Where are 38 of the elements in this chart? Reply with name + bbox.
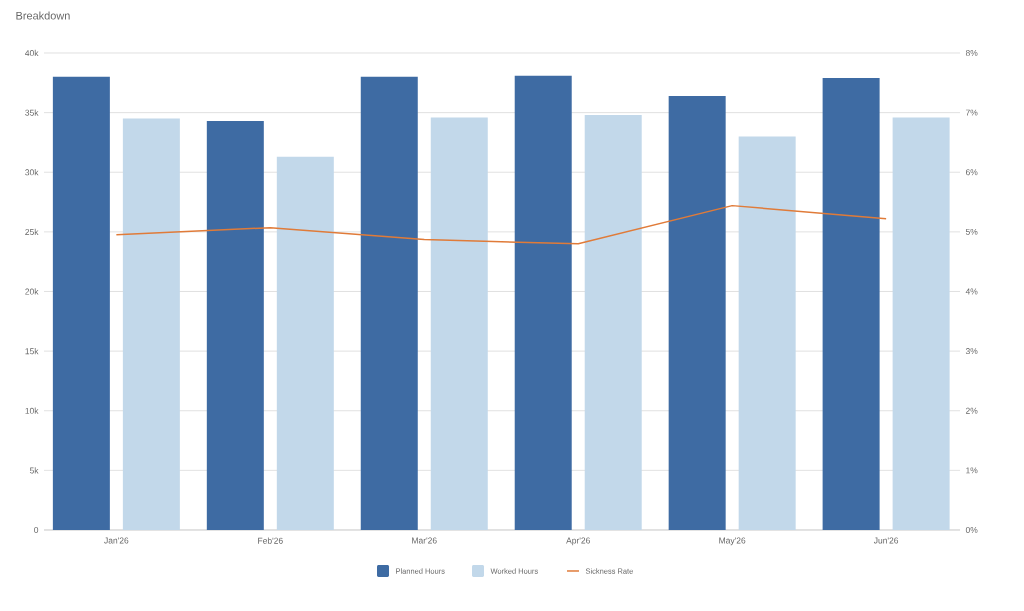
bar: [360, 76, 418, 530]
bar: [430, 117, 488, 530]
bar: [892, 117, 950, 530]
y2-tick-label: 8%: [965, 50, 978, 56]
y-tick-label: 15k: [25, 348, 39, 355]
y-tick-label: 0: [34, 526, 39, 533]
x-tick-label: May'26: [719, 537, 746, 546]
y2-tick-label: 0%: [965, 526, 978, 533]
bar: [206, 120, 264, 530]
bar: [514, 75, 572, 530]
chart-title: Breakdown: [16, 11, 70, 20]
x-tick-label: Mar'26: [412, 537, 437, 544]
y-tick-label: 40k: [25, 49, 39, 57]
y2-tick-label: 4%: [965, 288, 978, 295]
bar: [122, 118, 180, 530]
y2-tick-label: 5%: [965, 228, 978, 235]
y2-tick-label: 1%: [966, 467, 978, 474]
bar: [584, 115, 642, 530]
x-tick-label: Jun'26: [873, 537, 899, 544]
line-series: [115, 204, 887, 245]
x-tick-label: Apr'26: [566, 537, 590, 546]
x-tick-label: Feb'26: [258, 537, 283, 544]
y-tick-label: 30k: [25, 169, 39, 176]
y2-tick-label: 2%: [965, 407, 978, 414]
bar: [276, 156, 334, 530]
x-tick-label: Jan'26: [104, 537, 129, 544]
bar: [52, 76, 110, 530]
y-tick-label: 35k: [25, 109, 39, 116]
y2-tick-label: 7%: [965, 109, 978, 116]
y-tick-label: 25k: [25, 228, 39, 235]
y2-tick-label: 6%: [965, 169, 978, 176]
bar: [668, 95, 726, 530]
bar: [822, 78, 880, 530]
y-tick-label: 5k: [29, 467, 39, 474]
bar: [738, 136, 796, 530]
y2-tick-label: 3%: [965, 348, 978, 355]
y-tick-label: 10k: [25, 407, 39, 414]
y-tick-label: 20k: [25, 288, 39, 295]
